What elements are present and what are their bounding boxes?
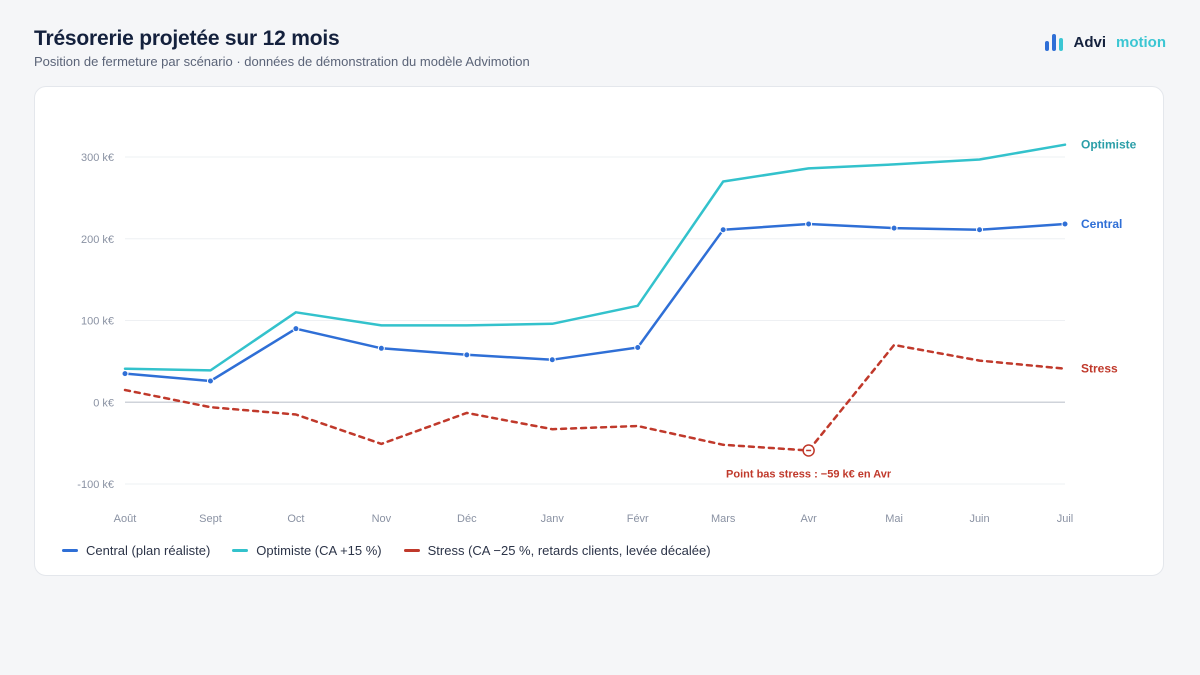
data-point-central — [890, 224, 898, 232]
legend-label-stress: Stress (CA −25 %, retards clients, levée… — [427, 543, 711, 558]
chart-card — [34, 86, 1164, 576]
y-tick-label: 100 k€ — [81, 316, 114, 328]
series-line-central — [123, 222, 1067, 383]
legend-item-optimiste: Optimiste (CA +15 %) — [232, 543, 382, 558]
x-tick-label: Oct — [287, 513, 304, 525]
chart-legend: Central (plan réaliste) Optimiste (CA +1… — [62, 543, 711, 558]
series-line-stress — [123, 343, 1067, 452]
legend-label-central: Central (plan réaliste) — [86, 543, 211, 558]
x-tick-label: Nov — [372, 513, 392, 525]
end-label-central: Central — [1081, 217, 1122, 231]
legend-label-optimiste: Optimiste (CA +15 %) — [256, 543, 382, 558]
x-tick-label: Déc — [457, 513, 477, 525]
legend-swatch-optimiste — [232, 549, 249, 552]
stress-low-annotation: Point bas stress : −59 k€ en Avr — [726, 468, 892, 480]
data-point-central — [805, 220, 813, 228]
end-label-stress: Stress — [1081, 362, 1118, 376]
bar-chart-icon — [1045, 33, 1064, 51]
end-label-optimiste: Optimiste — [1081, 138, 1137, 152]
brand-name-part1: Advi — [1073, 33, 1106, 51]
y-tick-label: 0 k€ — [93, 397, 114, 409]
x-tick-label: Juil — [1057, 513, 1074, 525]
x-tick-label: Avr — [800, 513, 817, 525]
brand-logo: Advi motion — [1045, 33, 1166, 51]
x-tick-label: Sept — [199, 513, 222, 525]
legend-swatch-stress — [403, 549, 420, 552]
x-tick-label: Juin — [969, 513, 989, 525]
data-point-central — [1061, 220, 1069, 228]
page-subtitle: Position de fermeture par scénario · don… — [34, 54, 530, 69]
x-tick-label: Août — [114, 513, 137, 525]
x-tick-label: Mai — [885, 513, 903, 525]
page-title: Trésorerie projetée sur 12 mois — [34, 27, 340, 50]
legend-swatch-central — [62, 549, 78, 552]
y-tick-label: 300 k€ — [81, 152, 114, 164]
series-line-optimiste — [123, 143, 1067, 372]
brand-name-part2: motion — [1116, 33, 1166, 51]
data-point-central — [634, 343, 642, 351]
x-tick-label: Janv — [541, 513, 565, 525]
data-point-central — [463, 351, 471, 359]
legend-item-central: Central (plan réaliste) — [62, 543, 210, 558]
x-tick-label: Mars — [711, 513, 736, 525]
data-point-central — [377, 344, 385, 352]
data-point-central — [719, 226, 727, 234]
data-point-central — [548, 356, 556, 364]
y-tick-label: -100 k€ — [77, 479, 114, 491]
data-point-central — [292, 325, 300, 333]
legend-item-stress: Stress (CA −25 %, retards clients, levée… — [403, 543, 711, 558]
data-point-central — [976, 226, 984, 234]
y-tick-label: 200 k€ — [81, 234, 114, 246]
x-tick-label: Févr — [627, 513, 649, 525]
data-point-central — [121, 370, 129, 378]
data-point-central — [206, 377, 214, 385]
